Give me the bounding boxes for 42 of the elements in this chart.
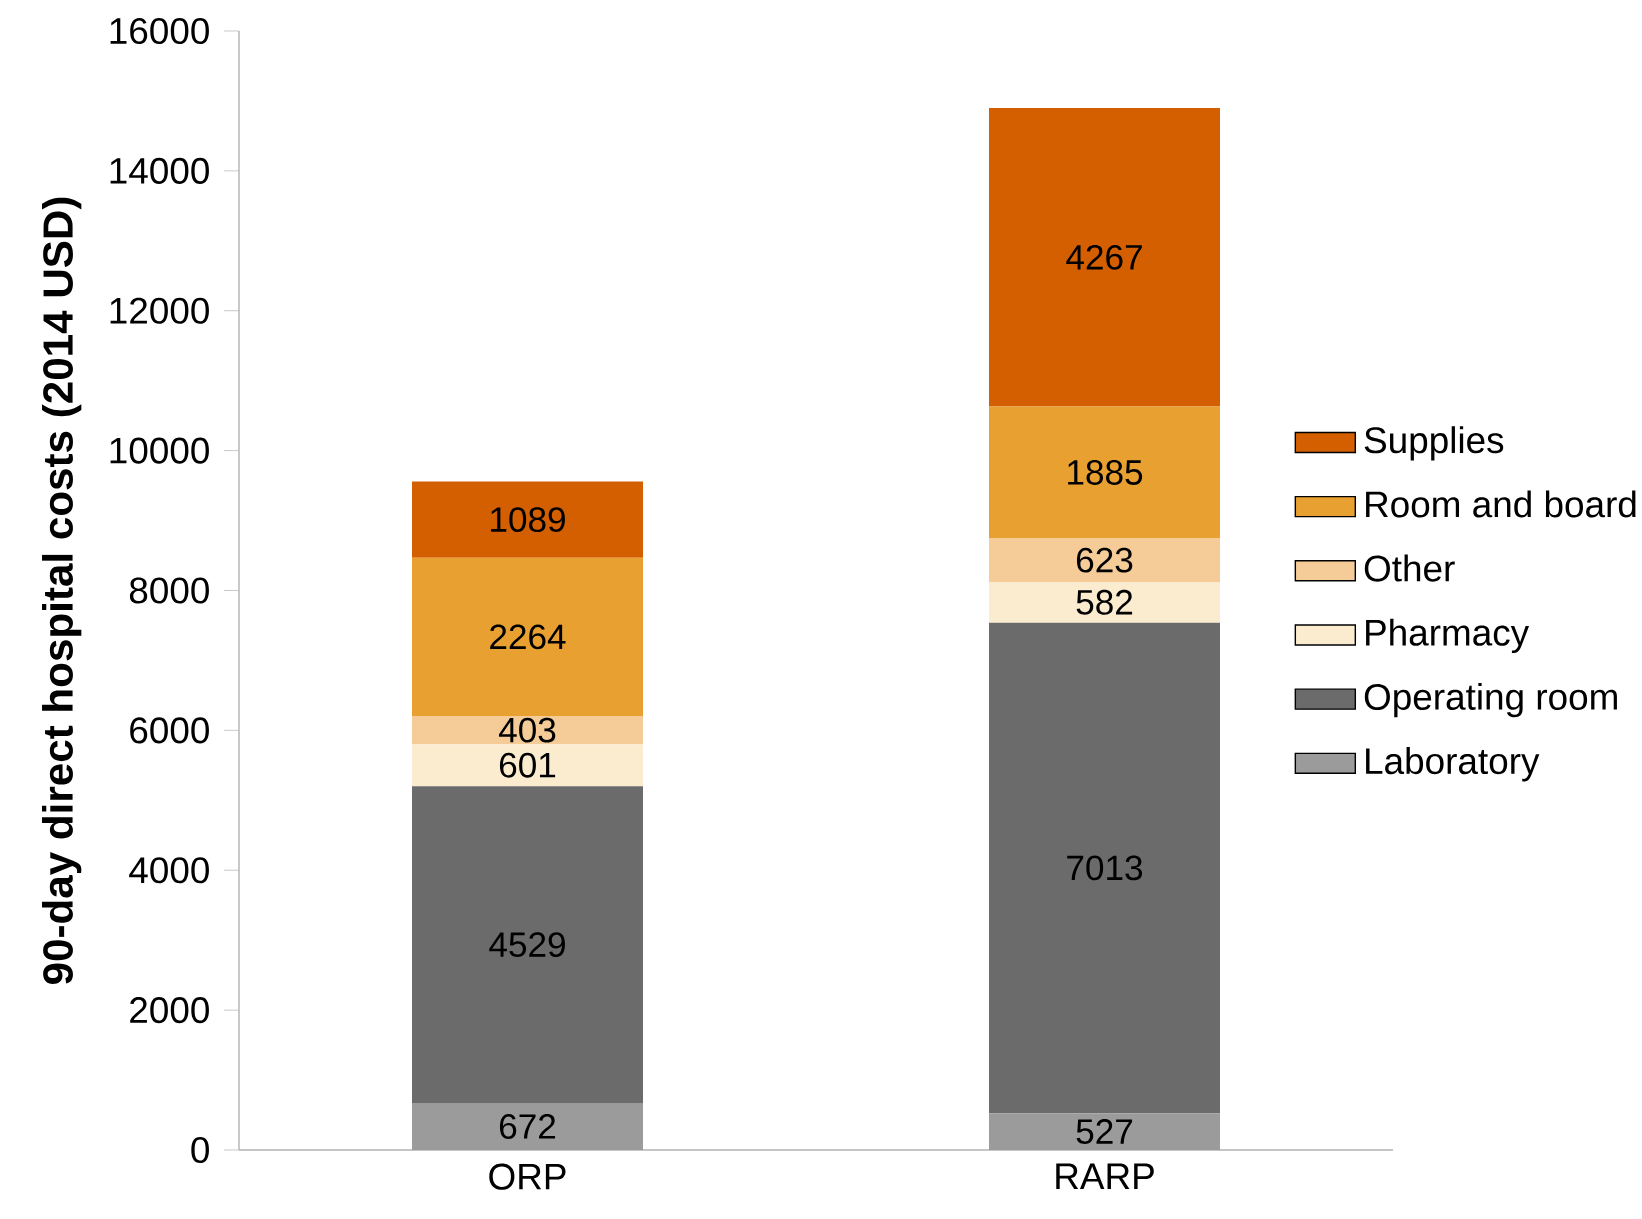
- x-tick-label: RARP: [1056, 1163, 1154, 1189]
- data-label: 4529: [489, 932, 565, 958]
- bar: [412, 557, 643, 717]
- y-tick-label: 16000: [110, 17, 209, 45]
- bar: [412, 744, 643, 787]
- bar: [989, 406, 1220, 539]
- data-label: 623: [1076, 547, 1133, 573]
- legend-label: Laboratory: [1366, 747, 1540, 782]
- data-label: 403: [499, 717, 556, 743]
- y-tick-label: 14000: [110, 157, 209, 184]
- bar: [989, 108, 1220, 407]
- y-tick-label: 4000: [129, 857, 209, 884]
- data-label: 601: [499, 752, 556, 778]
- data-label: 4267: [1066, 244, 1142, 270]
- legend-label: Operating room: [1364, 682, 1617, 718]
- y-axis-title: 90-day direct hospital costs (2014 USD): [42, 197, 82, 984]
- legend-label: Other: [1364, 554, 1455, 582]
- bar: [989, 1113, 1220, 1150]
- y-tick-label: 0: [191, 1136, 209, 1164]
- bar: [989, 581, 1220, 623]
- y-tick-label: 10000: [110, 437, 209, 464]
- bar: [412, 481, 643, 558]
- bar: [412, 1102, 643, 1150]
- data-label: 582: [1076, 589, 1133, 615]
- y-tick-label: 2000: [130, 997, 209, 1024]
- y-tick-label: 12000: [110, 297, 209, 324]
- data-label: 2264: [490, 624, 566, 650]
- bar: [412, 716, 643, 745]
- legend-label: Room and board: [1366, 490, 1636, 518]
- bar: [989, 622, 1220, 1114]
- bar: [412, 786, 643, 1103]
- data-label: 527: [1076, 1119, 1133, 1144]
- data-label: 7013: [1067, 855, 1143, 881]
- y-tick-label: 6000: [130, 717, 209, 744]
- data-label: 672: [499, 1114, 556, 1139]
- data-label: 1885: [1068, 460, 1143, 485]
- x-tick-label: ORP: [489, 1163, 566, 1190]
- y-tick-label: 8000: [129, 577, 209, 604]
- legend-label: Pharmacy: [1366, 618, 1530, 654]
- bar: [989, 538, 1220, 582]
- legend-label: Supplies: [1364, 426, 1504, 461]
- data-label: 1089: [491, 507, 565, 533]
